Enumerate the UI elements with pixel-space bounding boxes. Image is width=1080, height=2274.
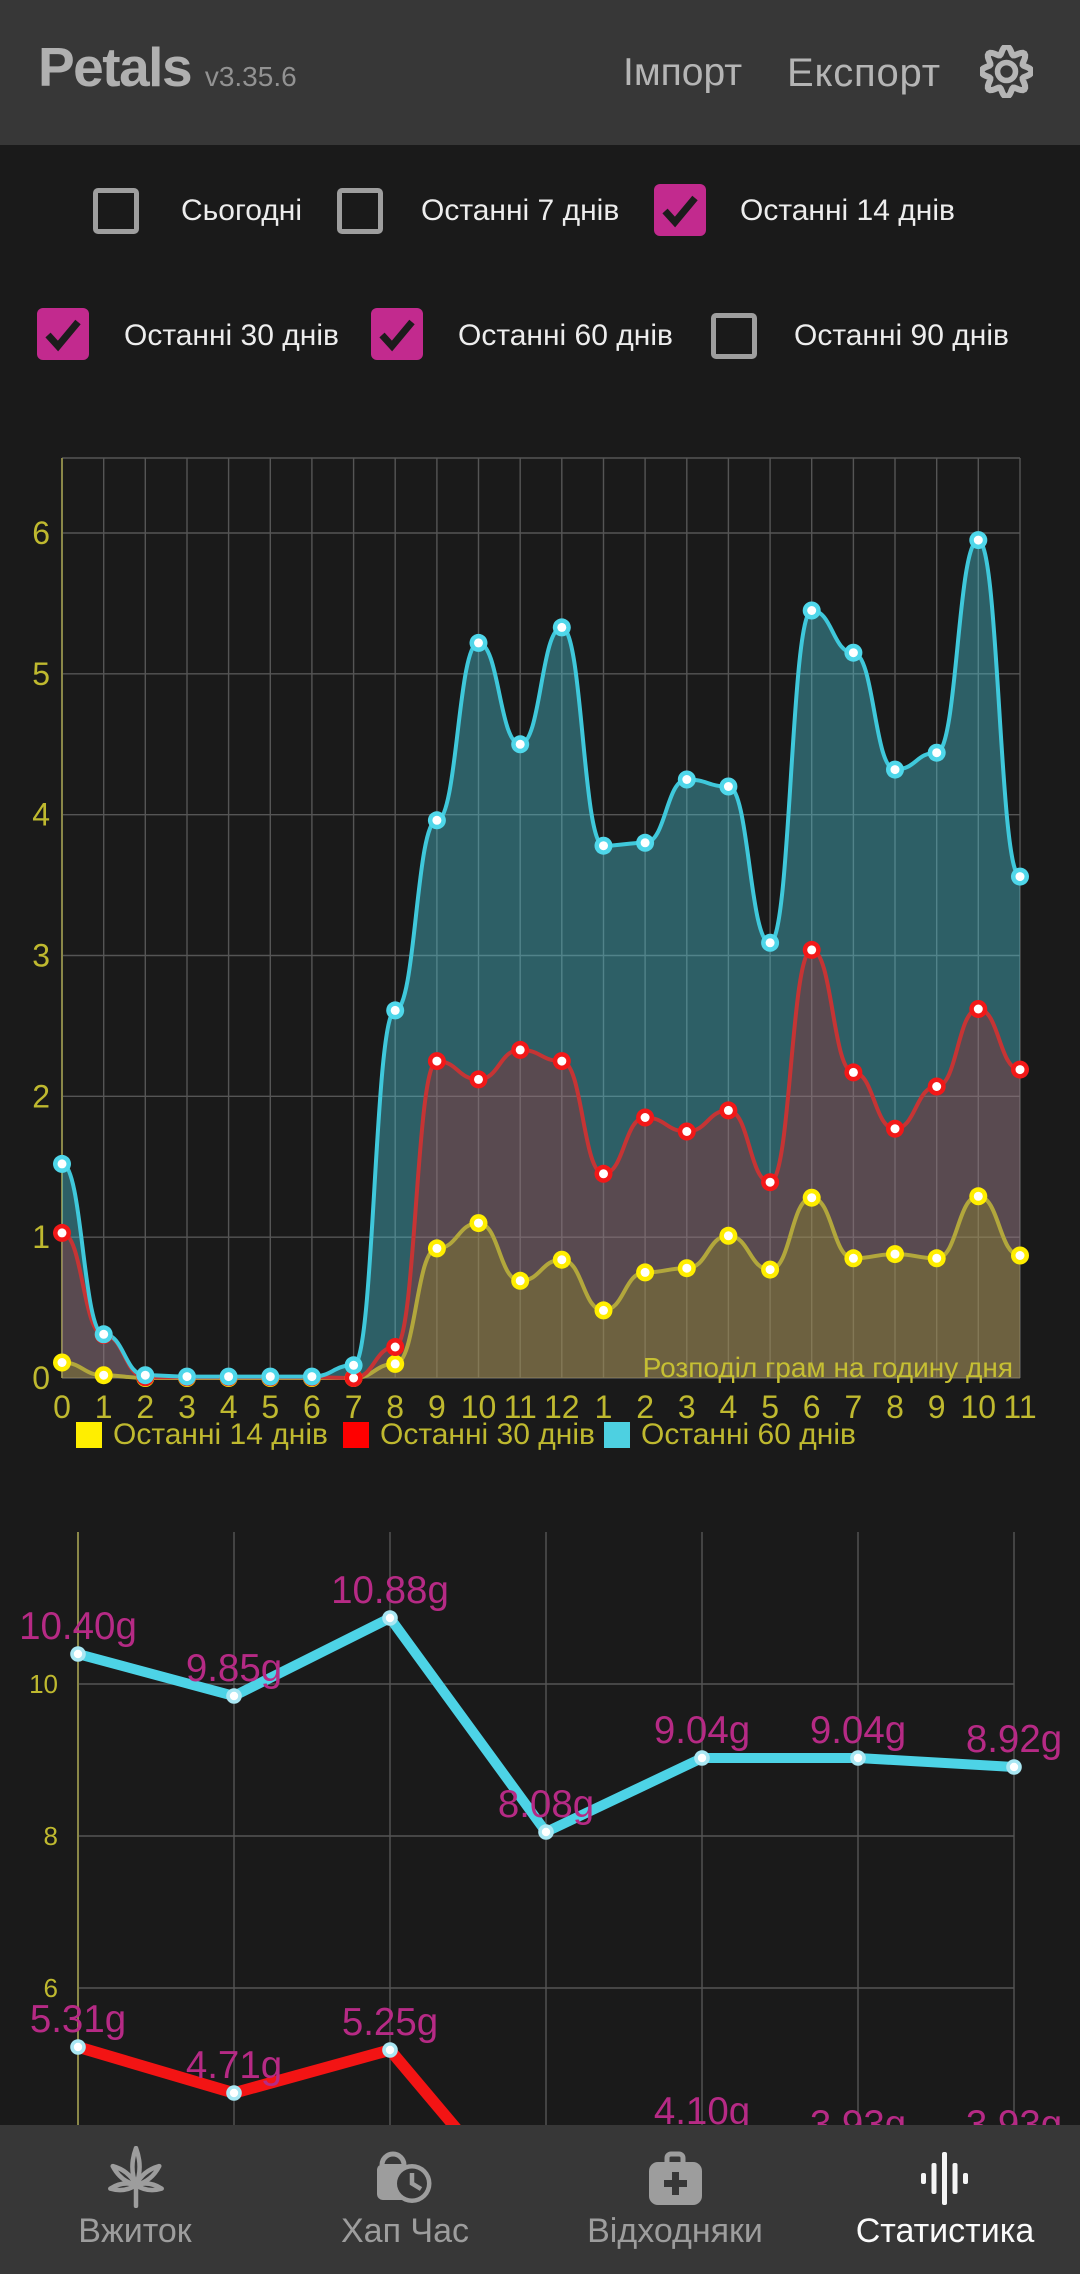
svg-text:6: 6 bbox=[32, 515, 50, 551]
svg-text:3: 3 bbox=[678, 1389, 696, 1425]
svg-text:11: 11 bbox=[1003, 1389, 1036, 1425]
svg-text:6: 6 bbox=[803, 1389, 821, 1425]
svg-text:0: 0 bbox=[53, 1389, 71, 1425]
svg-text:9.04g: 9.04g bbox=[654, 1709, 750, 1752]
svg-text:Останні 14 днів: Останні 14 днів bbox=[113, 1418, 328, 1451]
svg-text:8: 8 bbox=[886, 1389, 904, 1425]
svg-text:10: 10 bbox=[29, 1669, 58, 1699]
svg-text:4: 4 bbox=[720, 1389, 738, 1425]
svg-text:1: 1 bbox=[95, 1389, 113, 1425]
svg-text:8.92g: 8.92g bbox=[966, 1718, 1062, 1761]
svg-text:Розподіл грам на годину дня: Розподіл грам на годину дня bbox=[643, 1352, 1013, 1383]
svg-text:1: 1 bbox=[32, 1219, 50, 1255]
svg-text:7: 7 bbox=[345, 1389, 363, 1425]
svg-text:12: 12 bbox=[544, 1389, 580, 1425]
svg-text:10: 10 bbox=[961, 1389, 997, 1425]
svg-text:4: 4 bbox=[220, 1389, 238, 1425]
svg-text:0: 0 bbox=[32, 1360, 50, 1396]
svg-text:3: 3 bbox=[178, 1389, 196, 1425]
svg-text:Останні 30 днів: Останні 30 днів bbox=[380, 1418, 595, 1451]
svg-text:2: 2 bbox=[136, 1389, 154, 1425]
svg-text:9: 9 bbox=[928, 1389, 946, 1425]
svg-text:5.25g: 5.25g bbox=[342, 2001, 438, 2044]
svg-text:5: 5 bbox=[261, 1389, 279, 1425]
svg-text:6: 6 bbox=[44, 1973, 58, 2003]
svg-text:6: 6 bbox=[303, 1389, 321, 1425]
svg-text:10.40g: 10.40g bbox=[19, 1605, 137, 1648]
svg-text:5: 5 bbox=[761, 1389, 779, 1425]
svg-text:5: 5 bbox=[32, 656, 50, 692]
svg-text:3: 3 bbox=[32, 938, 50, 974]
svg-text:8: 8 bbox=[44, 1821, 58, 1851]
svg-text:4: 4 bbox=[32, 797, 50, 833]
svg-text:2: 2 bbox=[32, 1078, 50, 1114]
svg-text:9.04g: 9.04g bbox=[810, 1709, 906, 1752]
svg-text:8.08g: 8.08g bbox=[498, 1783, 594, 1826]
svg-text:2: 2 bbox=[636, 1389, 654, 1425]
svg-text:5.31g: 5.31g bbox=[30, 1998, 126, 2041]
svg-text:10: 10 bbox=[461, 1389, 497, 1425]
svg-text:9.85g: 9.85g bbox=[186, 1647, 282, 1690]
svg-text:10.88g: 10.88g bbox=[331, 1569, 449, 1612]
svg-text:1: 1 bbox=[595, 1389, 613, 1425]
svg-text:4.71g: 4.71g bbox=[186, 2044, 282, 2087]
svg-text:Останні 60 днів: Останні 60 днів bbox=[641, 1418, 856, 1451]
svg-text:8: 8 bbox=[386, 1389, 404, 1425]
svg-text:7: 7 bbox=[845, 1389, 863, 1425]
svg-text:9: 9 bbox=[428, 1389, 446, 1425]
svg-text:11: 11 bbox=[504, 1389, 537, 1425]
